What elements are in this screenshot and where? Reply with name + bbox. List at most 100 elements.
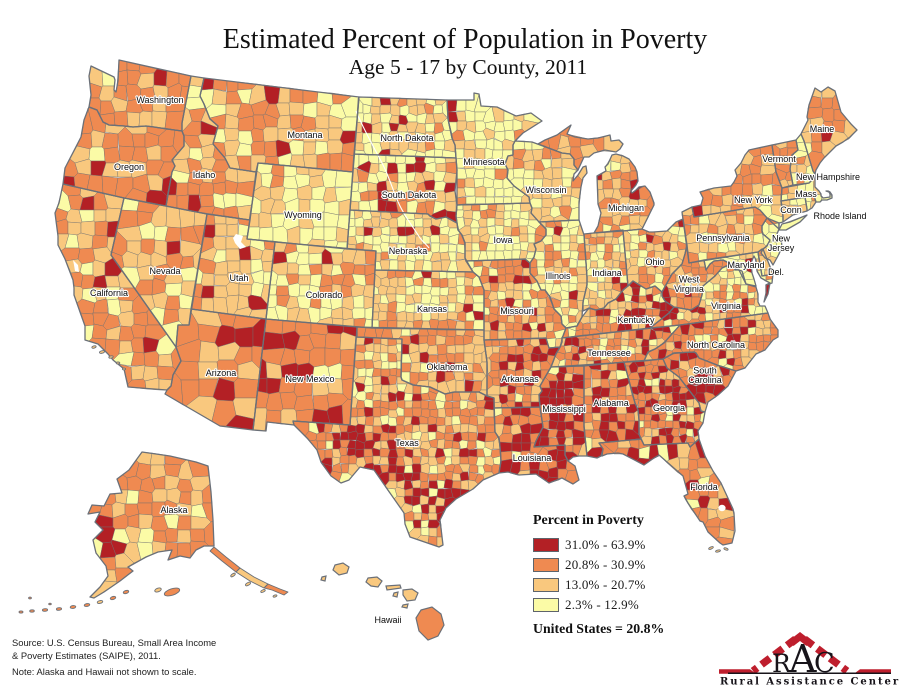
- county: [523, 159, 536, 171]
- county: [264, 409, 282, 432]
- county: [372, 399, 382, 409]
- state-label: Mississippi: [542, 404, 586, 414]
- county: [428, 504, 437, 514]
- county: [420, 512, 430, 522]
- county: [388, 259, 399, 271]
- county: [567, 314, 577, 324]
- county: [340, 152, 355, 173]
- county: [397, 276, 407, 288]
- county: [421, 259, 433, 272]
- county: [456, 310, 467, 323]
- county: [428, 464, 439, 475]
- county: [550, 157, 563, 169]
- county: [395, 293, 407, 304]
- county: [596, 243, 606, 253]
- county: [531, 360, 542, 372]
- county: [179, 266, 199, 282]
- county: [544, 250, 554, 261]
- legend-swatch: [533, 558, 559, 572]
- county: [494, 217, 505, 227]
- county: [126, 111, 141, 128]
- county: [464, 177, 476, 189]
- county: [476, 414, 486, 426]
- island: [18, 610, 24, 614]
- county: [628, 214, 641, 225]
- state-border: [263, 583, 289, 596]
- county: [462, 209, 474, 220]
- county: [101, 132, 119, 150]
- island: [708, 546, 714, 550]
- county: [659, 301, 667, 312]
- county: [463, 372, 474, 381]
- county: [363, 424, 374, 434]
- county: [664, 420, 674, 429]
- state-label: Idaho: [193, 170, 216, 180]
- county: [138, 513, 154, 530]
- county: [377, 310, 388, 322]
- county: [446, 294, 458, 304]
- county: [166, 240, 181, 256]
- county: [260, 248, 275, 263]
- county: [380, 251, 390, 261]
- county: [157, 353, 174, 368]
- county: [520, 442, 532, 452]
- missouri-river: [355, 110, 430, 249]
- county: [458, 439, 469, 450]
- county: [657, 419, 667, 429]
- county: [308, 347, 326, 368]
- county: [571, 335, 580, 348]
- county: [380, 384, 390, 395]
- county: [67, 221, 82, 236]
- county: [379, 104, 392, 115]
- county: [644, 406, 652, 416]
- county: [395, 368, 402, 378]
- island: [392, 591, 399, 598]
- county: [496, 266, 507, 276]
- county: [264, 318, 284, 335]
- county: [631, 287, 641, 297]
- state-label: California: [90, 288, 128, 298]
- county: [732, 173, 744, 185]
- county: [531, 148, 544, 162]
- county: [650, 435, 661, 446]
- state-label: Maine: [810, 124, 835, 134]
- county: [643, 413, 653, 422]
- county: [740, 304, 750, 314]
- county: [396, 360, 402, 370]
- state-label: Virginia: [711, 301, 741, 311]
- county: [536, 322, 547, 333]
- county: [330, 252, 344, 266]
- county: [568, 289, 579, 301]
- county: [379, 259, 391, 271]
- county: [432, 104, 444, 115]
- county: [459, 456, 470, 465]
- county: [302, 141, 317, 156]
- county: [233, 377, 260, 399]
- county: [397, 260, 407, 272]
- county: [378, 456, 390, 466]
- county: [372, 383, 383, 395]
- county: [293, 348, 311, 366]
- county: [164, 110, 185, 132]
- county: [821, 86, 837, 99]
- county: [444, 200, 457, 213]
- county: [419, 480, 430, 490]
- county: [351, 307, 366, 320]
- county: [498, 441, 513, 453]
- state-label: North Dakota: [380, 133, 433, 143]
- county: [334, 169, 354, 188]
- county: [563, 380, 574, 390]
- county: [363, 406, 374, 418]
- island: [29, 609, 35, 613]
- county: [287, 282, 301, 298]
- legend-row: 31.0% - 63.9%: [533, 535, 763, 555]
- county: [443, 439, 454, 450]
- county: [446, 329, 457, 338]
- county: [175, 182, 189, 197]
- county: [288, 139, 305, 156]
- county: [103, 569, 118, 583]
- county: [489, 329, 499, 341]
- county: [389, 227, 399, 237]
- county: [200, 285, 215, 299]
- county: [512, 289, 524, 301]
